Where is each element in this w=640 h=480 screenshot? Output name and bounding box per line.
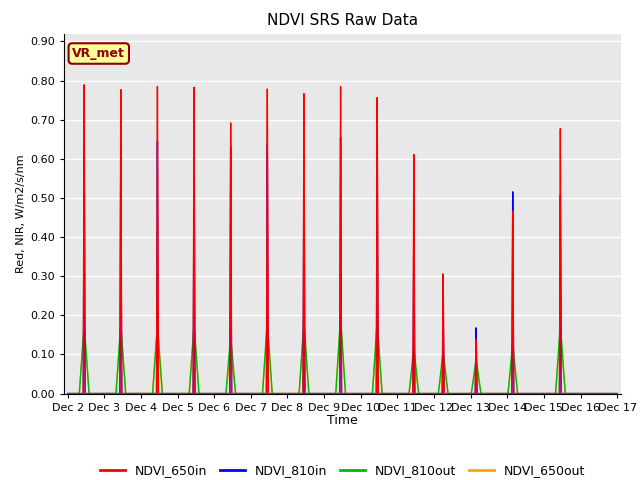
NDVI_810in [612, 391, 620, 396]
NDVI_650in [311, 391, 319, 396]
NDVI_810out [311, 391, 319, 396]
NDVI_810in [606, 391, 614, 396]
Legend: NDVI_650in, NDVI_810in, NDVI_810out, NDVI_650out: NDVI_650in, NDVI_810in, NDVI_810out, NDV… [95, 459, 590, 480]
NDVI_650out [337, 321, 344, 326]
NDVI_650in [541, 391, 549, 396]
NDVI_650out [415, 388, 422, 394]
Line: NDVI_650out: NDVI_650out [68, 324, 617, 394]
NDVI_650out [606, 391, 614, 396]
NDVI_810out [541, 391, 549, 396]
Title: NDVI SRS Raw Data: NDVI SRS Raw Data [267, 13, 418, 28]
Line: NDVI_650in: NDVI_650in [68, 85, 617, 394]
Text: VR_met: VR_met [72, 47, 125, 60]
Line: NDVI_810in: NDVI_810in [68, 137, 617, 394]
X-axis label: Time: Time [327, 414, 358, 427]
NDVI_810in [557, 208, 564, 214]
NDVI_650in [80, 82, 88, 88]
NDVI_650out [613, 391, 621, 396]
NDVI_650in [64, 391, 72, 396]
NDVI_810in [64, 391, 72, 396]
Line: NDVI_810out: NDVI_810out [68, 316, 617, 394]
NDVI_650in [415, 391, 422, 396]
NDVI_810out [606, 391, 614, 396]
NDVI_650in [613, 391, 621, 396]
NDVI_810in [311, 391, 319, 396]
NDVI_810out [337, 313, 344, 319]
NDVI_810in [415, 391, 422, 396]
NDVI_650out [64, 391, 72, 396]
NDVI_650in [612, 391, 620, 396]
NDVI_810out [612, 391, 620, 396]
NDVI_810in [337, 134, 344, 140]
NDVI_650out [311, 391, 319, 396]
NDVI_650out [541, 391, 549, 396]
NDVI_810out [415, 388, 422, 394]
NDVI_810out [557, 321, 564, 327]
NDVI_650out [612, 391, 620, 396]
NDVI_650in [606, 391, 614, 396]
NDVI_810in [613, 391, 621, 396]
NDVI_810out [64, 391, 72, 396]
NDVI_650out [557, 333, 564, 338]
NDVI_810out [613, 391, 621, 396]
NDVI_810in [541, 391, 549, 396]
Y-axis label: Red, NIR, W/m2/s/nm: Red, NIR, W/m2/s/nm [16, 154, 26, 273]
NDVI_650in [557, 145, 564, 151]
